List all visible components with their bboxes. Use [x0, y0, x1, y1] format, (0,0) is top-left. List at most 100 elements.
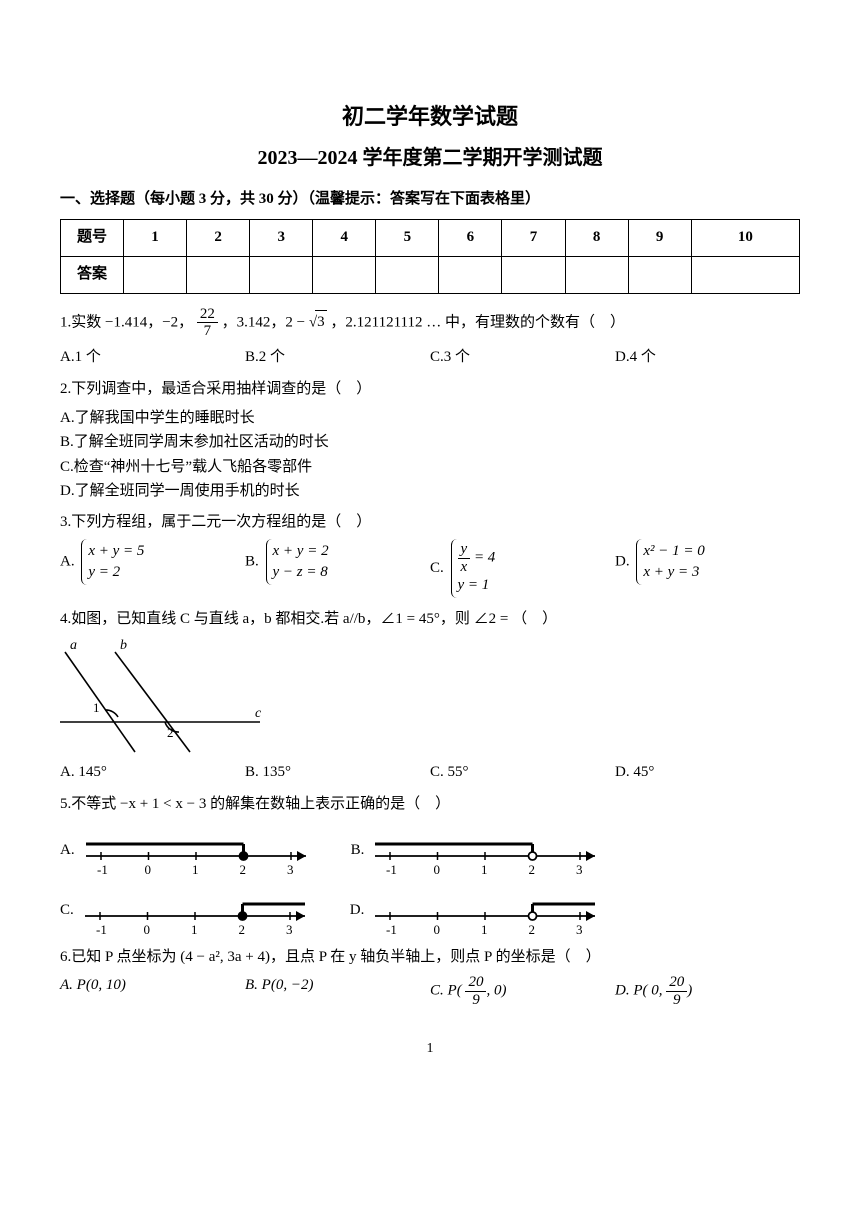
svg-text:1: 1 [192, 862, 199, 876]
numberline-c: -10123 [80, 886, 310, 936]
svg-text:-1: -1 [96, 922, 107, 936]
left-brace-icon: x² − 1 = 0 x + y = 3 [636, 539, 708, 585]
q5-row-1: A. -10123 B. -10123 [60, 826, 800, 876]
svg-text:0: 0 [434, 922, 441, 936]
option-c: C.3 个 [430, 346, 615, 369]
page-title-1: 初二学年数学试题 [60, 100, 800, 133]
option-d: D. 45° [615, 761, 800, 784]
eqn-row: y x = 4 [458, 541, 496, 575]
table-row: 答案 [61, 256, 800, 293]
col-num: 10 [691, 219, 799, 256]
fraction-icon: 20 9 [666, 974, 687, 1008]
fig-label-b: b [120, 638, 127, 653]
numberline-b: -10123 [370, 826, 600, 876]
answer-cell [565, 256, 628, 293]
svg-text:-1: -1 [386, 862, 397, 876]
option-a: A.了解我国中学生的睡眠时长 [60, 407, 800, 430]
col-num: 1 [124, 219, 187, 256]
option-c: C. P( 20 9 , 0) [430, 974, 615, 1008]
opt-label: D. [615, 982, 633, 998]
eqn-row: x² − 1 = 0 [643, 541, 704, 562]
svg-text:2: 2 [529, 922, 536, 936]
p-text: P [448, 982, 457, 998]
q1-stem: 1.实数 −1.414，−2， 22 7 ，3.142，2 − √3 ，2.12… [60, 306, 800, 340]
frac-num: 22 [197, 306, 218, 324]
page-number: 1 [60, 1038, 800, 1059]
answer-cell [502, 256, 565, 293]
eqn-row: x + y = 5 [88, 541, 144, 562]
eqn-row: x + y = 3 [643, 562, 704, 583]
fraction-icon: y x [458, 541, 471, 575]
svg-text:2: 2 [239, 862, 246, 876]
q4-options: A. 145° B. 135° C. 55° D. 45° [60, 761, 800, 784]
option-d: D. x² − 1 = 0 x + y = 3 [615, 539, 800, 598]
q4-figure: a b c 1 2 [60, 637, 270, 757]
svg-text:-1: -1 [97, 862, 108, 876]
q1-text-b: ，3.142，2 − [222, 314, 309, 330]
option-a: A.1 个 [60, 346, 245, 369]
svg-text:2: 2 [238, 922, 245, 936]
row-label: 答案 [61, 256, 124, 293]
opt-label: D. [615, 553, 630, 569]
coord-text: , 0 [486, 982, 501, 998]
opt-label: D. [350, 899, 365, 922]
fig-angle-1: 1 [93, 700, 100, 715]
numberline-d: -10123 [370, 886, 600, 936]
eqn-row: y = 1 [458, 575, 496, 596]
frac-num: 20 [465, 974, 486, 992]
answer-table: 题号 1 2 3 4 5 6 7 8 9 10 答案 [60, 219, 800, 294]
frac-den: 7 [197, 323, 218, 340]
option-c: C.检查“神州十七号”载人飞船各零部件 [60, 456, 800, 479]
q2-options: A.了解我国中学生的睡眠时长 B.了解全班同学周末参加社区活动的时长 C.检查“… [60, 407, 800, 503]
answer-cell [376, 256, 439, 293]
col-num: 4 [313, 219, 376, 256]
svg-text:0: 0 [143, 922, 150, 936]
eqn-row: x + y = 2 [273, 541, 329, 562]
q5-row-2: C. -10123 D. -10123 [60, 886, 800, 936]
q3-stem: 3.下列方程组，属于二元一次方程组的是（ ） [60, 511, 800, 534]
svg-text:3: 3 [576, 922, 583, 936]
q6-stem: 6.已知 P 点坐标为 (4 − a², 3a + 4)，且点 P 在 y 轴负… [60, 946, 800, 969]
coord-text: 0, [651, 982, 666, 998]
svg-text:0: 0 [144, 862, 151, 876]
opt-label: A. [60, 553, 75, 569]
frac-num: y [458, 541, 471, 559]
answer-cell [250, 256, 313, 293]
option-c: C. y x = 4 y = 1 [430, 539, 615, 598]
opt-label: C. [430, 982, 448, 998]
option-c: C. -10123 [60, 886, 310, 936]
option-d: D.4 个 [615, 346, 800, 369]
answer-cell [439, 256, 502, 293]
left-brace-icon: y x = 4 y = 1 [451, 539, 500, 598]
frac-den: 9 [666, 992, 687, 1009]
option-b: B. P(0, −2) [245, 974, 430, 1008]
q1-text-a: 1.实数 −1.414，−2， [60, 314, 193, 330]
option-d: D. -10123 [350, 886, 601, 936]
fig-label-c: c [255, 706, 262, 721]
answer-cell [628, 256, 691, 293]
opt-label: C. [60, 899, 74, 922]
opt-label: B. [245, 553, 259, 569]
page-title-2: 2023—2024 学年度第二学期开学测试题 [60, 143, 800, 173]
frac-den: x [458, 559, 471, 576]
answer-cell [187, 256, 250, 293]
col-num: 9 [628, 219, 691, 256]
q1-text-c: ，2.121121112 … 中，有理数的个数有（ ） [330, 314, 625, 330]
table-row: 题号 1 2 3 4 5 6 7 8 9 10 [61, 219, 800, 256]
q4-stem: 4.如图，已知直线 C 与直线 a，b 都相交.若 a//b，∠1 = 45°，… [60, 608, 800, 631]
col-num: 8 [565, 219, 628, 256]
eqn-row: y = 2 [88, 562, 144, 583]
left-brace-icon: x + y = 2 y − z = 8 [266, 539, 333, 585]
option-d: D. P( 0, 20 9 ) [615, 974, 800, 1008]
q1-options: A.1 个 B.2 个 C.3 个 D.4 个 [60, 346, 800, 369]
q5-stem: 5.不等式 −x + 1 < x − 3 的解集在数轴上表示正确的是（ ） [60, 793, 800, 816]
svg-text:3: 3 [576, 862, 583, 876]
fig-label-a: a [70, 638, 77, 653]
option-b: B. -10123 [351, 826, 601, 876]
option-c: C. 55° [430, 761, 615, 784]
option-a: A. x + y = 5 y = 2 [60, 539, 245, 598]
p-text: P [633, 982, 642, 998]
col-num: 7 [502, 219, 565, 256]
option-d: D.了解全班同学一周使用手机的时长 [60, 480, 800, 503]
eq-text: = 4 [470, 549, 495, 565]
